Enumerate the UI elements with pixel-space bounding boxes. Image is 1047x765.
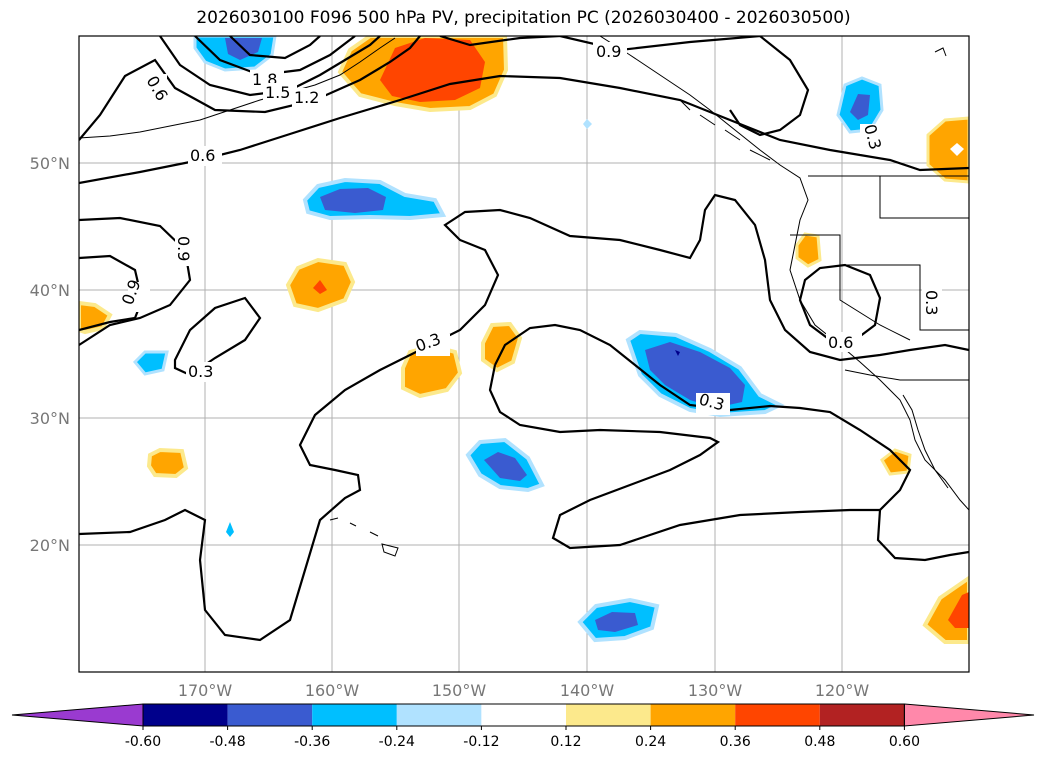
colorbar-segment	[481, 704, 566, 726]
colorbar-segment	[312, 704, 397, 726]
contour-labels: 1.8 1.5 1.2 0.6 0.6 0.9 0.9 0.9 0.3 0.3 …	[118, 42, 942, 415]
colorbar-tick-label: 0.48	[804, 734, 835, 750]
pv-contour	[79, 193, 969, 642]
pv-contour	[79, 36, 421, 141]
map-title: 2026030100 F096 500 hPa PV, precipitatio…	[196, 8, 851, 28]
colorbar-tick-label: -0.48	[209, 734, 245, 750]
pv-contour	[559, 36, 810, 137]
precip-positive-region	[146, 447, 189, 479]
contour-label: 0.3	[188, 362, 213, 381]
lon-label: 170°W	[178, 681, 233, 700]
colorbar-tick-label: 0.24	[635, 734, 666, 750]
colorbar-tick-label: -0.36	[294, 734, 330, 750]
contour-label: 1.2	[294, 88, 319, 107]
colorbar-extend-high	[903, 703, 1035, 727]
lat-label: 30°N	[30, 409, 70, 428]
colorbar-tick-label: 0.12	[550, 734, 581, 750]
colorbar-segment	[819, 704, 905, 726]
contour-label: 0.3	[922, 290, 941, 315]
precip-positive-region	[926, 116, 969, 184]
precip-negative-core	[320, 188, 386, 213]
pv-contour	[798, 263, 882, 342]
lat-label: 20°N	[30, 536, 70, 555]
colorbar-extend-low	[11, 703, 144, 727]
pv-contour	[488, 364, 880, 550]
colorbar-segment	[735, 704, 820, 726]
contour-label: 0.9	[596, 42, 621, 61]
contour-label: 0.9	[174, 236, 193, 261]
pv-contour	[173, 296, 262, 377]
pv-contour	[79, 74, 969, 185]
pv-contour	[439, 36, 561, 47]
colorbar-segment	[143, 704, 228, 726]
lat-label: 40°N	[30, 281, 70, 300]
colorbar-tick-label: -0.12	[463, 734, 499, 750]
contour-label: 0.6	[828, 333, 853, 352]
colorbar-outline	[142, 703, 905, 727]
lon-label: 130°W	[688, 681, 743, 700]
contour-label: 0.6	[190, 146, 215, 165]
lon-labels: 170°W 160°W 150°W 140°W 130°W 120°W	[178, 681, 870, 700]
contour-label: 1.5	[265, 83, 290, 102]
lon-label: 160°W	[305, 681, 360, 700]
pv-contour	[494, 323, 969, 562]
colorbar: -0.60 -0.48 -0.36 -0.24 -0.12 0.12 0.24 0.36 0.4…	[11, 703, 1035, 750]
map-frame	[78, 35, 970, 673]
pv-contour	[229, 36, 321, 60]
precip-negative-core	[595, 612, 638, 632]
lon-label: 120°W	[815, 681, 870, 700]
colorbar-segment	[566, 704, 651, 726]
coastlines	[79, 36, 969, 557]
lat-label: 50°N	[30, 154, 70, 173]
lon-label: 140°W	[560, 681, 615, 700]
colorbar-tick-label: -0.24	[379, 734, 415, 750]
map-area: 1.8 1.5 1.2 0.6 0.6 0.9 0.9 0.9 0.3 0.3 …	[79, 36, 969, 672]
pv-contour	[79, 216, 192, 346]
colorbar-tick-label: 0.36	[720, 734, 751, 750]
precip-shading	[79, 36, 969, 644]
colorbar-segment	[650, 704, 736, 726]
precip-positive-core	[380, 38, 485, 102]
precip-positive-region	[481, 321, 523, 373]
colorbar-segment	[396, 704, 482, 726]
colorbar-tick-label: 0.60	[889, 734, 920, 750]
lat-labels: 50°N 40°N 30°N 20°N	[30, 154, 70, 555]
pv-contours	[79, 36, 969, 642]
lon-label: 150°W	[432, 681, 487, 700]
precip-negative-core	[484, 452, 527, 481]
colorbar-segment	[227, 704, 313, 726]
precip-negative-core	[645, 342, 745, 408]
colorbar-tick-label: -0.60	[125, 734, 161, 750]
